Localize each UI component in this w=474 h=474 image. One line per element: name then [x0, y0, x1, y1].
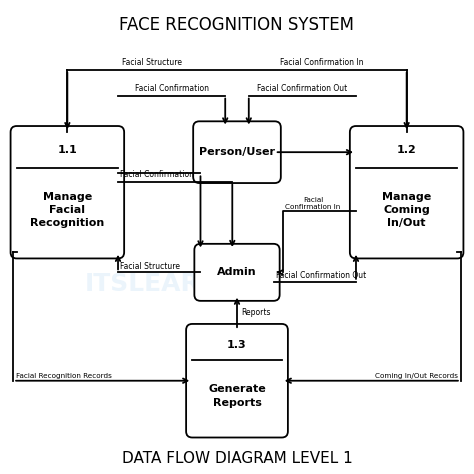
Text: Facial Structure: Facial Structure [122, 58, 182, 67]
Text: Facial Confirmation In: Facial Confirmation In [280, 58, 364, 67]
FancyBboxPatch shape [193, 121, 281, 183]
Text: FACE RECOGNITION SYSTEM: FACE RECOGNITION SYSTEM [119, 16, 355, 34]
Text: 1.3: 1.3 [227, 340, 247, 350]
Text: Manage
Coming
In/Out: Manage Coming In/Out [382, 192, 431, 228]
Text: Facial Confirmation: Facial Confirmation [120, 170, 194, 179]
FancyBboxPatch shape [350, 126, 464, 258]
Text: DATA FLOW DIAGRAM LEVEL 1: DATA FLOW DIAGRAM LEVEL 1 [122, 451, 352, 465]
Text: Facial Confirmation Out: Facial Confirmation Out [257, 84, 347, 93]
Text: Facial Recognition Records: Facial Recognition Records [16, 374, 111, 379]
Text: Admin: Admin [217, 267, 257, 277]
Text: Reports: Reports [241, 308, 270, 317]
Text: Facial Confirmation: Facial Confirmation [135, 84, 209, 93]
Text: Person/User: Person/User [199, 147, 275, 157]
FancyBboxPatch shape [186, 324, 288, 438]
Text: 1.1: 1.1 [57, 145, 77, 155]
Text: Manage
Facial
Recognition: Manage Facial Recognition [30, 192, 104, 228]
Text: Facial Structure: Facial Structure [120, 262, 181, 271]
Text: Facial Confirmation Out: Facial Confirmation Out [276, 271, 366, 280]
FancyBboxPatch shape [194, 244, 280, 301]
Text: Facial
Confirmation In: Facial Confirmation In [285, 197, 340, 210]
Text: 1.2: 1.2 [397, 145, 417, 155]
Text: Coming In/Out Records: Coming In/Out Records [375, 374, 458, 379]
Text: ITSLEARNERS: ITSLEARNERS [85, 272, 276, 296]
Text: Generate
Reports: Generate Reports [208, 384, 266, 408]
FancyBboxPatch shape [10, 126, 124, 258]
